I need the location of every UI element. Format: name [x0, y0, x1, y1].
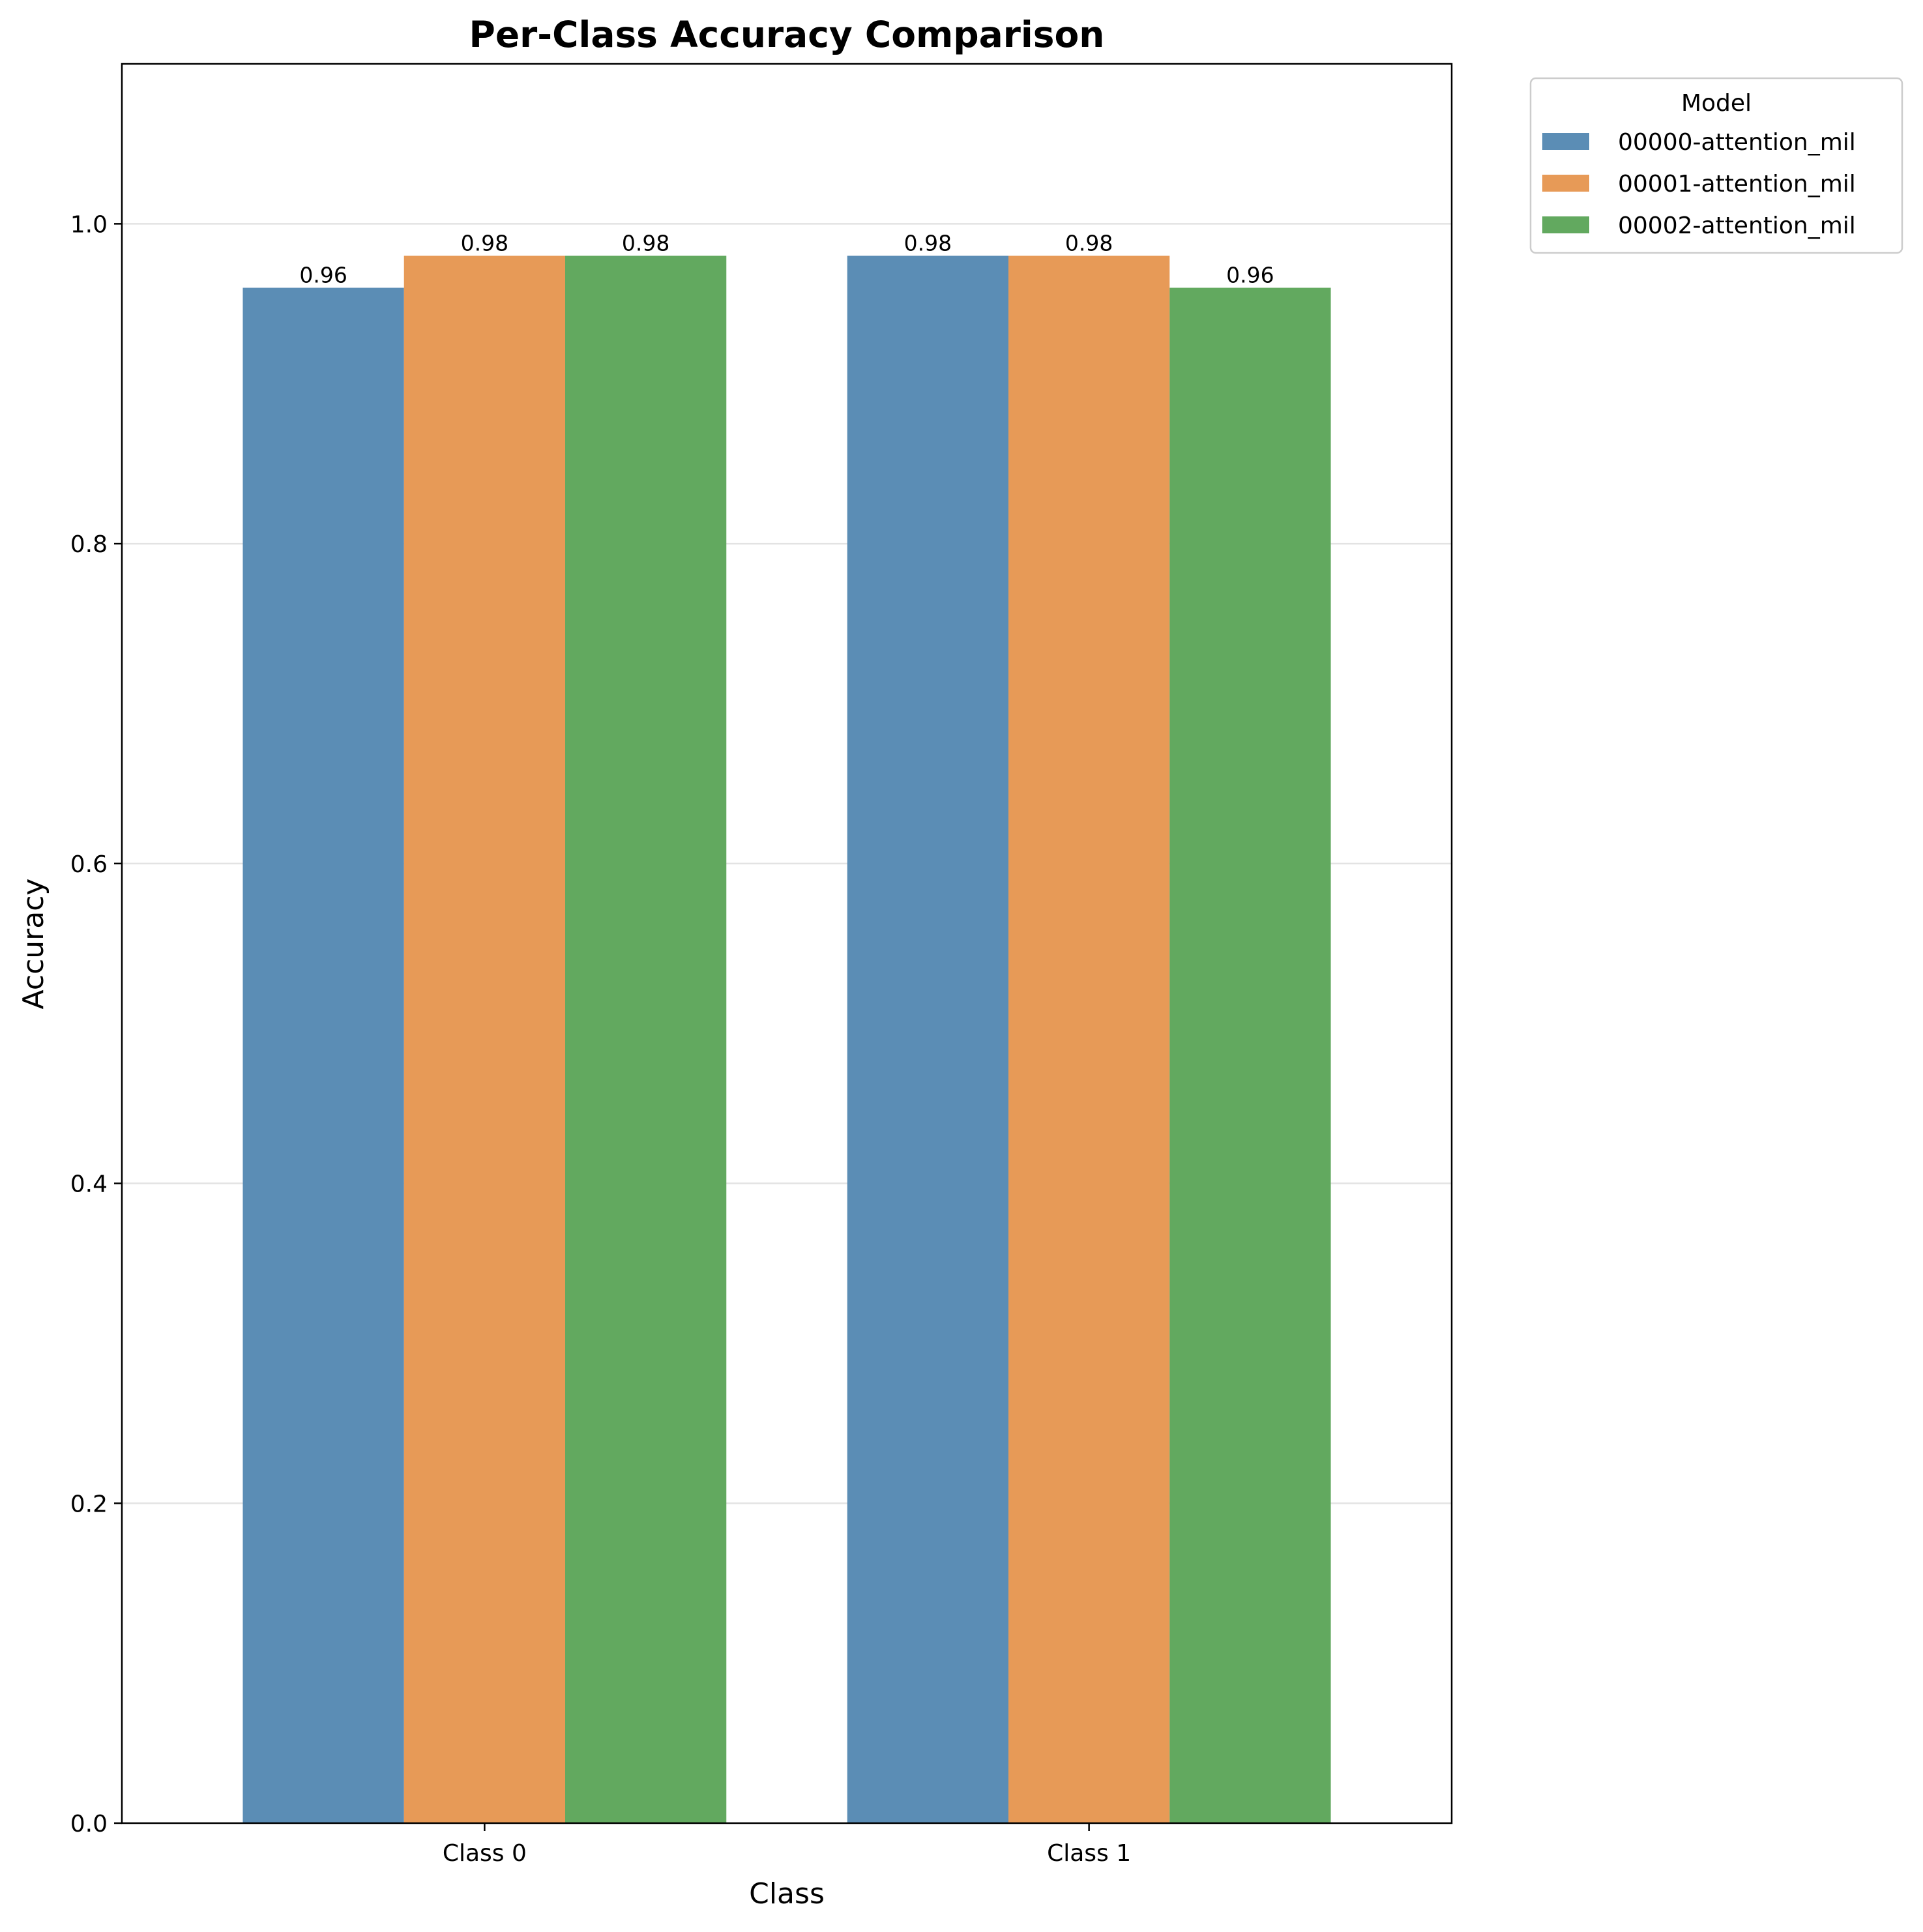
bar-value-label: 0.98	[461, 230, 508, 256]
legend-frame	[1529, 77, 1903, 254]
legend-entry-label: 00000-attention_mil	[1618, 129, 1856, 156]
x-tick-label: Class 1	[1047, 1840, 1131, 1867]
bar-value-label: 0.96	[1226, 263, 1274, 288]
y-tick-label: 0.4	[70, 1171, 108, 1198]
y-tick-label: 0.6	[70, 851, 108, 878]
legend-entry-label: 00001-attention_mil	[1618, 171, 1856, 198]
bar-value-label: 0.98	[622, 230, 669, 256]
bar	[242, 287, 404, 1824]
y-axis-ticks: 0.0 0.2 0.4 0.6 0.8 1.0	[70, 211, 122, 1837]
bar-value-label: 0.98	[904, 230, 952, 256]
legend-entry-label: 00002-attention_mil	[1618, 212, 1856, 239]
bar	[1008, 256, 1170, 1824]
y-tick-label: 0.8	[70, 531, 108, 558]
y-axis-label: Accuracy	[17, 879, 50, 1010]
bar	[565, 256, 727, 1824]
legend-swatch	[1542, 175, 1589, 192]
y-tick-label: 0.2	[70, 1491, 108, 1517]
bar-value-label: 0.96	[299, 263, 347, 288]
y-tick-label: 0.0	[70, 1811, 108, 1837]
legend-swatch	[1542, 216, 1589, 233]
legend-title: Model	[1681, 90, 1752, 117]
data-labels: 0.96 0.98 0.98 0.98 0.98 0.96	[299, 230, 1274, 287]
legend: Model 00000-attention_mil 00001-attention…	[1529, 77, 1903, 254]
legend-swatch	[1542, 133, 1589, 150]
bar	[404, 256, 565, 1824]
plot-frame	[121, 63, 1453, 1824]
bar	[1169, 287, 1331, 1824]
x-axis-label: Class	[749, 1877, 825, 1910]
bar-value-label: 0.98	[1065, 230, 1113, 256]
x-tick-label: Class 0	[443, 1840, 527, 1867]
x-axis-ticks: Class 0 Class 1	[443, 1823, 1131, 1867]
bars	[242, 256, 1331, 1824]
y-tick-label: 1.0	[70, 211, 108, 238]
bar	[847, 256, 1008, 1824]
chart-title: Per-Class Accuracy Comparison	[469, 14, 1105, 55]
